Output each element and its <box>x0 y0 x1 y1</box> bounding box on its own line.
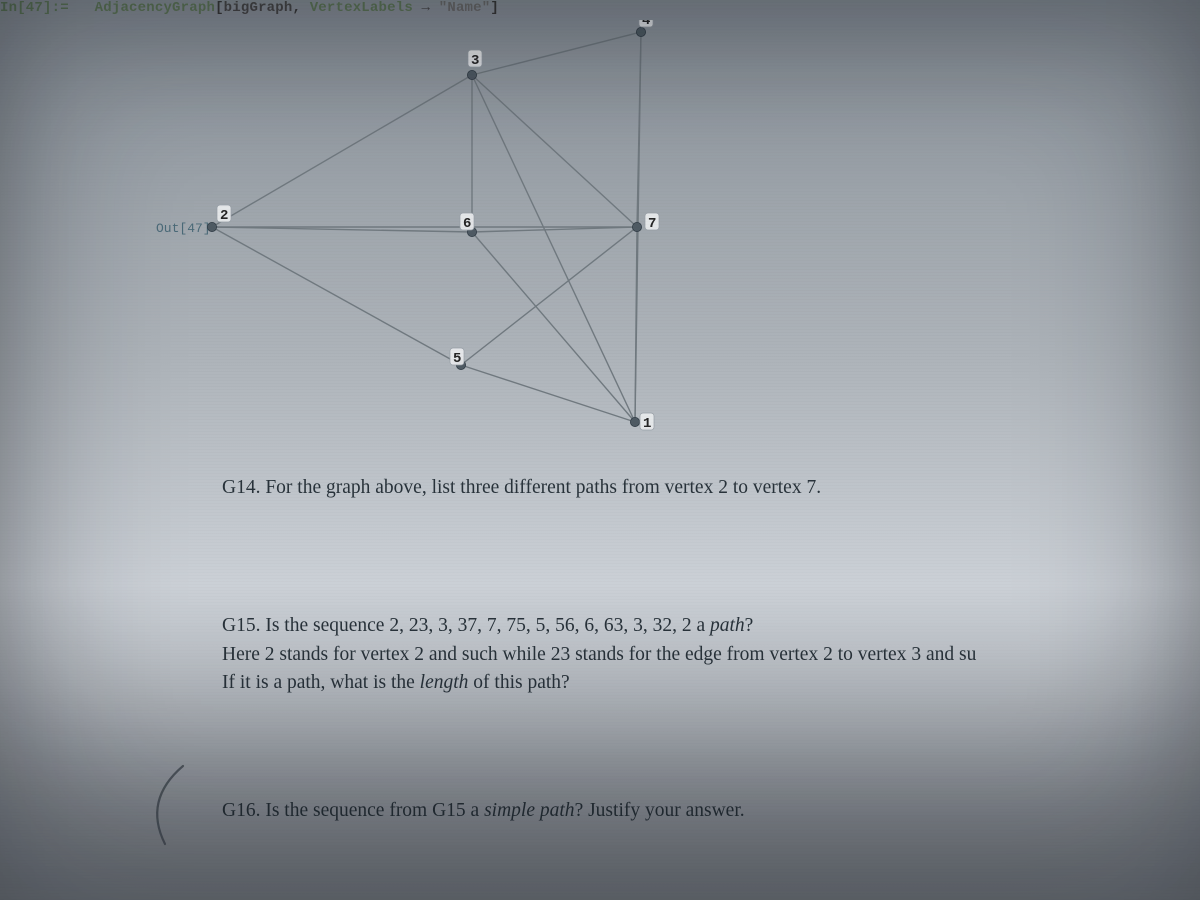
edge-2-3 <box>212 75 472 227</box>
question-g16: G16. Is the sequence from G15 a simple p… <box>222 797 1200 825</box>
vertex-1 <box>630 417 639 426</box>
g15-l3a: If it is a path, what is the <box>222 672 420 693</box>
code-arg-biggraph: bigGraph <box>224 0 293 16</box>
edge-3-7 <box>472 75 637 227</box>
g15-l1-em: path <box>710 615 745 636</box>
edge-2-6 <box>212 227 472 232</box>
graph-plot: 1 2 3 4 5 6 7 <box>200 20 720 440</box>
g15-line3: If it is a path, what is the length of t… <box>222 669 1200 697</box>
g15-l1a: G15. Is the sequence 2, 23, 3, 37, 7, 75… <box>222 615 710 636</box>
vertex-label-5: 5 <box>453 351 461 367</box>
vertex-label-7: 7 <box>648 216 656 232</box>
g15-l3-em: length <box>420 672 469 693</box>
code-opt-vertexlabels: VertexLabels <box>310 0 413 16</box>
edge-2-5 <box>212 227 461 365</box>
edge-1-5 <box>461 365 635 422</box>
question-g15: G15. Is the sequence 2, 23, 3, 37, 7, 75… <box>222 612 1200 697</box>
g15-l1b: ? <box>745 615 754 636</box>
vertex-3 <box>467 70 476 79</box>
g16-a: G16. Is the sequence from G15 a <box>222 800 484 821</box>
question-g14: G14. For the graph above, list three dif… <box>222 474 1200 502</box>
vertex-2 <box>207 222 216 231</box>
g16-b: ? Justify your answer. <box>575 800 745 821</box>
input-code-strip: In[47]:= AdjacencyGraph[bigGraph, Vertex… <box>0 0 1200 16</box>
code-in-prefix: In[47]:= <box>0 0 69 16</box>
edge-3-4 <box>472 32 641 75</box>
g15-line2: Here 2 stands for vertex 2 and such whil… <box>222 641 1200 669</box>
vertex-label-3: 3 <box>471 53 479 69</box>
questions-block: G14. For the graph above, list three dif… <box>222 474 1200 825</box>
edge-5-7 <box>461 227 637 365</box>
code-fn-adjacencygraph: AdjacencyGraph <box>95 0 215 16</box>
vertex-label-4: 4 <box>642 20 650 29</box>
vertex-label-1: 1 <box>643 416 651 432</box>
code-str-name: "Name" <box>439 0 491 16</box>
vertex-7 <box>632 222 641 231</box>
g15-line1: G15. Is the sequence 2, 23, 3, 37, 7, 75… <box>222 612 1200 640</box>
vertex-label-2: 2 <box>220 208 228 224</box>
code-arrow: → <box>422 0 431 16</box>
graph-svg: 1 2 3 4 5 6 7 <box>200 20 720 440</box>
edge-1-7 <box>635 227 637 422</box>
g15-l3b: of this path? <box>468 672 569 693</box>
page-curl-shadow <box>135 760 190 850</box>
edge-1-6 <box>472 232 635 422</box>
edge-6-7 <box>472 227 637 232</box>
vertex-label-6: 6 <box>463 216 471 232</box>
g16-em: simple path <box>484 800 574 821</box>
